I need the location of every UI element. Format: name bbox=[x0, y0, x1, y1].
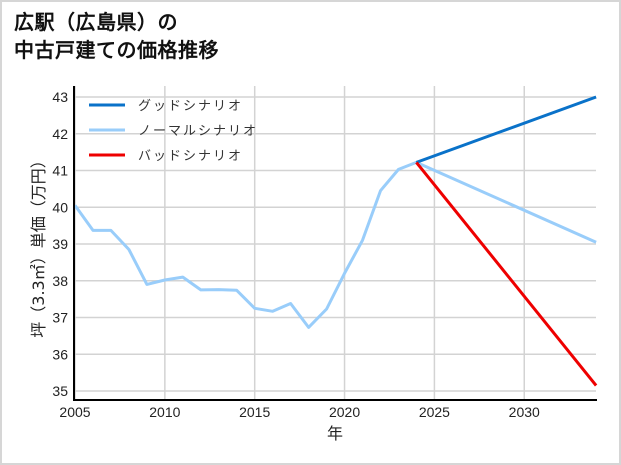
y-tick-label: 39 bbox=[52, 236, 68, 252]
y-tick-label: 38 bbox=[52, 273, 68, 289]
y-tick-label: 42 bbox=[52, 126, 68, 142]
y-tick-label: 35 bbox=[52, 383, 68, 399]
x-tick-label: 2025 bbox=[419, 404, 450, 420]
y-tick-label: 40 bbox=[52, 199, 68, 215]
x-axis-ticks: 2005 2010 2015 2020 2025 2030 bbox=[59, 404, 540, 420]
x-tick-label: 2030 bbox=[509, 404, 540, 420]
x-tick-label: 2015 bbox=[239, 404, 270, 420]
series-line bbox=[415, 161, 598, 387]
x-axis-label: 年 bbox=[327, 424, 343, 443]
legend-label: ノーマルシナリオ bbox=[138, 124, 258, 139]
x-tick-label: 2020 bbox=[329, 404, 360, 420]
chart-title-line1: 広駅（広島県）の bbox=[14, 10, 178, 34]
x-tick-label: 2010 bbox=[149, 404, 180, 420]
y-axis-ticks: 35 36 37 38 39 40 41 42 43 bbox=[52, 89, 68, 399]
data-series bbox=[73, 95, 598, 387]
legend-label: バッドシナリオ bbox=[138, 149, 243, 164]
y-axis-label: 坪（3.3㎡）単価（万円） bbox=[29, 152, 48, 337]
x-tick-label: 2005 bbox=[59, 404, 90, 420]
series-line bbox=[415, 95, 597, 164]
chart-title: 広駅（広島県）の 中古戸建ての価格推移 bbox=[14, 8, 219, 64]
legend-label: グッドシナリオ bbox=[138, 99, 243, 114]
y-tick-label: 41 bbox=[52, 163, 68, 179]
y-tick-label: 43 bbox=[52, 89, 68, 105]
y-tick-label: 36 bbox=[52, 346, 68, 362]
y-tick-label: 37 bbox=[52, 310, 68, 326]
chart-title-line2: 中古戸建ての価格推移 bbox=[14, 38, 219, 62]
series-line bbox=[73, 160, 597, 329]
